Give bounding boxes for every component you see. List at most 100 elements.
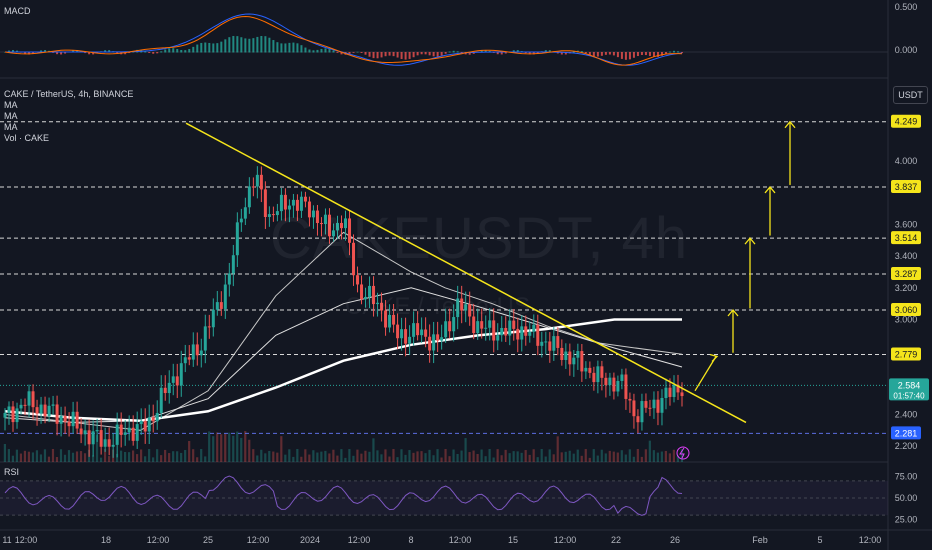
level-badge xyxy=(891,231,921,245)
candle-body xyxy=(319,223,323,225)
volume-bar xyxy=(208,431,211,462)
volume-bar xyxy=(276,452,279,462)
candle-body xyxy=(155,412,159,422)
volume-bar xyxy=(236,431,239,462)
macd-histogram-bar xyxy=(184,50,187,53)
candle-body xyxy=(564,351,568,360)
macd-histogram-bar xyxy=(296,43,299,53)
macd-histogram-bar xyxy=(336,52,339,53)
ma-line-thick xyxy=(4,318,682,423)
candle-body xyxy=(356,275,360,285)
volume-bar xyxy=(472,450,475,462)
volume-bar xyxy=(436,449,439,462)
macd-histogram-bar xyxy=(92,52,95,55)
volume-bar xyxy=(616,452,619,462)
volume-bar xyxy=(192,449,195,462)
volume-bar xyxy=(456,453,459,462)
legend-ma-3[interactable]: MA xyxy=(4,122,18,132)
candle-body xyxy=(327,214,331,237)
macd-histogram-bar xyxy=(284,43,287,53)
macd-histogram-bar xyxy=(32,52,35,54)
volume-bar xyxy=(464,438,467,462)
candle-body xyxy=(592,372,596,383)
volume-bar xyxy=(196,457,199,462)
macd-histogram-bar xyxy=(452,50,455,53)
volume-bar xyxy=(368,451,371,462)
candle-body xyxy=(299,196,303,211)
volume-bar xyxy=(544,456,547,462)
volume-bar xyxy=(480,449,483,462)
macd-histogram-bar xyxy=(116,52,119,54)
macd-histogram-bar xyxy=(160,51,163,53)
candle-body xyxy=(23,404,27,406)
macd-histogram-bar xyxy=(428,52,431,56)
candle-body xyxy=(203,326,207,351)
volume-bar xyxy=(103,449,107,462)
macd-histogram-bar xyxy=(588,52,591,56)
candle-body xyxy=(187,357,191,360)
volume-bar xyxy=(432,455,435,462)
candle-body xyxy=(79,428,83,435)
volume-bar xyxy=(264,453,267,462)
volume-bar xyxy=(440,457,443,462)
candle-body xyxy=(227,273,231,285)
legend-volume[interactable]: Vol · CAKE xyxy=(4,133,50,143)
macd-histogram-bar xyxy=(548,50,551,53)
macd-histogram-bar xyxy=(484,50,487,53)
time-tick: 12:00 xyxy=(348,535,371,545)
macd-histogram-bar xyxy=(248,38,251,53)
macd-histogram-bar xyxy=(256,36,259,53)
macd-histogram-bar xyxy=(156,52,159,54)
macd-histogram-bar xyxy=(660,52,663,56)
legend-ma-2[interactable]: MA xyxy=(4,111,18,121)
volume-bar xyxy=(600,449,603,462)
price-levels xyxy=(0,121,888,434)
macd-histogram-bar xyxy=(468,52,471,55)
candle-body xyxy=(392,314,396,325)
macd-histogram-bar xyxy=(128,52,131,54)
macd-histogram-bar xyxy=(504,52,507,54)
macd-histogram-bar xyxy=(304,47,307,53)
volume-bar xyxy=(156,449,159,462)
candle-body xyxy=(267,214,271,218)
candle-body xyxy=(263,189,267,218)
candle-body xyxy=(91,431,95,445)
volume-bar xyxy=(636,449,639,462)
macd-histogram-bar xyxy=(348,52,351,54)
candle-body xyxy=(199,350,203,356)
volume-bar xyxy=(652,450,655,462)
candle-body xyxy=(211,309,215,328)
macd-tick: 0.000 xyxy=(895,45,918,55)
candle-body xyxy=(636,416,640,423)
volume-bar xyxy=(99,457,103,462)
macd-histogram-bar xyxy=(208,42,211,53)
candle-body xyxy=(7,406,11,413)
currency-button[interactable]: USDT xyxy=(893,86,928,104)
legend-ma-1[interactable]: MA xyxy=(4,100,18,110)
ma-line-mid xyxy=(4,287,683,423)
macd-histogram-bar xyxy=(148,52,151,53)
symbol-line[interactable]: CAKE / TetherUS, 4h, BINANCE xyxy=(4,89,134,99)
candle-body xyxy=(372,285,376,305)
candle-body xyxy=(219,302,223,309)
macd-histogram-bar xyxy=(260,35,263,53)
candle-body xyxy=(348,218,352,243)
macd-histogram-bar xyxy=(340,52,343,55)
level-label: 3.514 xyxy=(895,233,918,243)
macd-histogram-bar xyxy=(56,52,59,55)
projection-arrowhead xyxy=(784,120,796,129)
candle-body xyxy=(315,210,319,224)
candle-body xyxy=(115,424,119,445)
projection-arrowhead xyxy=(764,185,776,194)
macd-histogram-bar xyxy=(204,42,207,53)
candle-body xyxy=(472,316,476,334)
candle-body xyxy=(131,427,135,441)
macd-histogram-bar xyxy=(604,52,607,55)
volume-bar xyxy=(59,449,63,462)
signal-line xyxy=(4,15,683,66)
candle-body xyxy=(572,357,576,365)
volume-bar xyxy=(83,453,87,462)
candle-body xyxy=(500,327,504,336)
volume-bar xyxy=(15,449,19,462)
volume-bar xyxy=(512,451,515,462)
